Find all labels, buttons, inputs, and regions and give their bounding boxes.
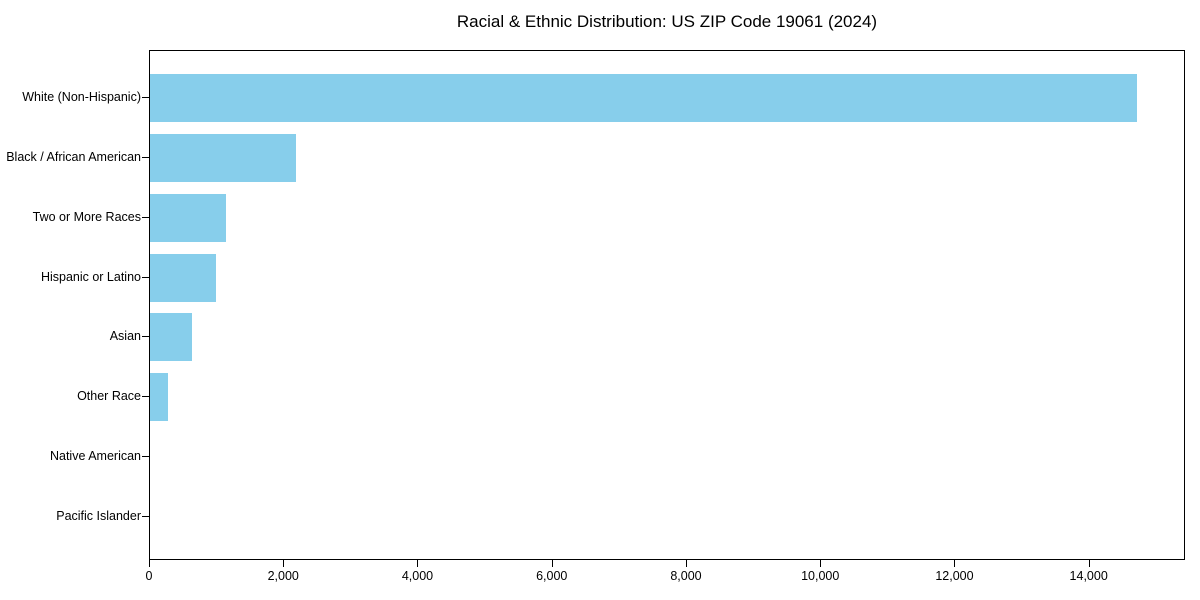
y-tick-label: Other Race: [77, 389, 141, 404]
bar: [150, 193, 226, 242]
x-tick-mark: [283, 560, 285, 567]
y-tick-mark: [142, 396, 149, 398]
plot-area: [149, 50, 1185, 560]
x-tick-label: 14,000: [1069, 569, 1108, 583]
x-tick-mark: [551, 560, 553, 567]
y-tick-label: Two or More Races: [32, 209, 141, 224]
bar: [150, 313, 192, 362]
bar: [150, 373, 168, 422]
x-tick-mark: [954, 560, 956, 567]
y-tick-label: Pacific Islander: [56, 509, 141, 524]
y-tick-mark: [142, 97, 149, 98]
y-tick-mark: [142, 516, 149, 518]
x-tick-mark: [820, 560, 822, 567]
x-tick-label: 6,000: [536, 569, 568, 583]
x-tick-mark: [417, 560, 419, 567]
bar: [150, 133, 296, 182]
y-tick-mark: [142, 456, 149, 458]
y-tick-mark: [142, 336, 149, 338]
x-tick-label: 2,000: [267, 569, 299, 583]
y-tick-mark: [142, 156, 149, 158]
x-tick-label: 8,000: [670, 569, 702, 583]
x-tick-mark: [149, 560, 150, 567]
y-tick-label: Hispanic or Latino: [40, 269, 141, 284]
bar: [150, 253, 217, 302]
y-tick-label: Native American: [49, 449, 141, 464]
x-tick-mark: [1088, 560, 1090, 567]
chart-title: Racial & Ethnic Distribution: US ZIP Cod…: [456, 12, 878, 31]
x-tick-label: 12,000: [935, 569, 974, 583]
x-tick-label: 4,000: [401, 569, 434, 583]
bar: [150, 74, 1137, 122]
x-tick-label: 0: [145, 569, 153, 583]
y-tick-label: Black / African American: [6, 149, 141, 164]
x-tick-mark: [685, 560, 687, 567]
y-tick-mark: [142, 216, 149, 218]
x-tick-label: 10,000: [801, 569, 840, 583]
y-tick-label: White (Non-Hispanic): [22, 90, 141, 104]
y-tick-mark: [142, 276, 149, 278]
y-tick-label: Asian: [109, 329, 141, 344]
